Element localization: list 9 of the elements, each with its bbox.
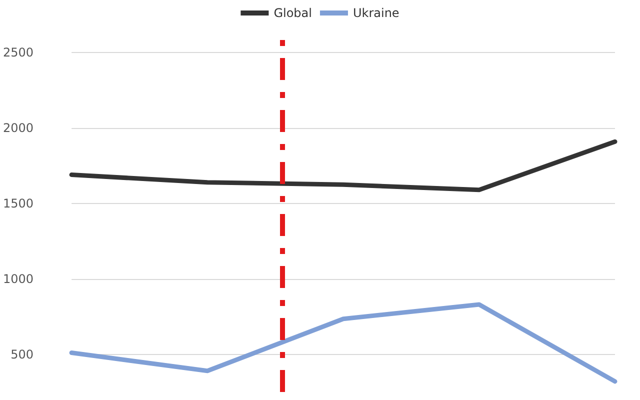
- line-series: [69, 302, 618, 384]
- y-tick-label: 1500: [2, 196, 34, 210]
- line-series: [69, 139, 618, 192]
- legend-label: Ukraine: [352, 6, 400, 20]
- y-tick-label: 2000: [2, 121, 34, 136]
- y-tick-label: 500: [10, 347, 34, 362]
- y-tick-label: 1000: [2, 272, 34, 286]
- y-tick-label: 2500: [2, 46, 34, 60]
- legend-label: Global: [274, 6, 312, 20]
